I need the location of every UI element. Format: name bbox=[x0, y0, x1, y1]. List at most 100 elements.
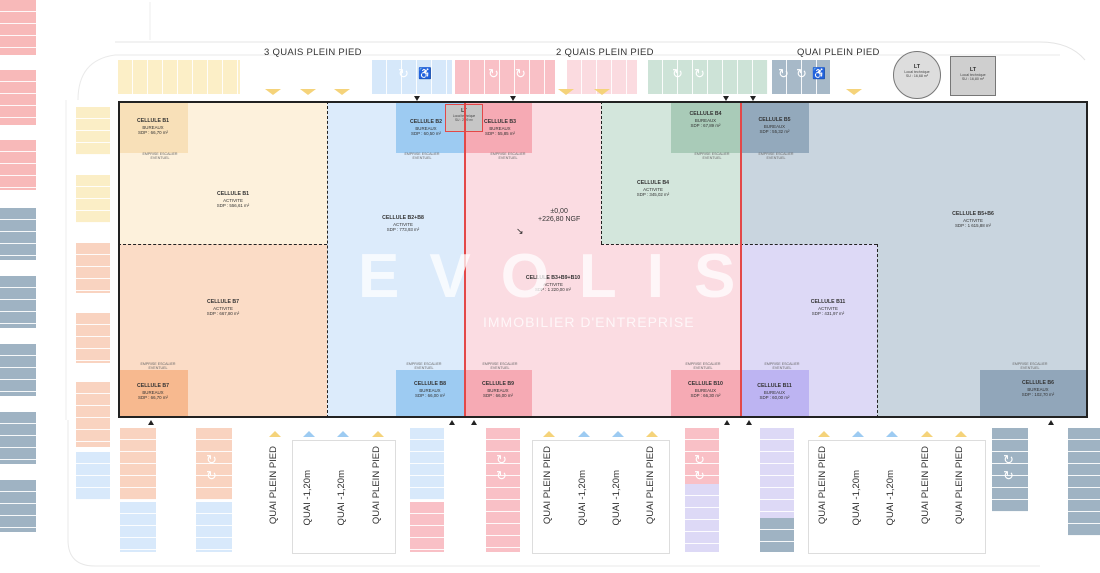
ev-charger-icon: ↻ bbox=[488, 66, 499, 81]
label-b4-activite: CELLULE B4 ACTIVITE SDP : 345,02 m² bbox=[636, 180, 670, 198]
label-b7-activite: CELLULE B7 ACTIVITE SDP : 667,80 m² bbox=[206, 299, 240, 317]
parking-bays-grey-4 bbox=[0, 412, 36, 464]
stair-note: EMPRISE ESCALIER EVENTUEL bbox=[490, 152, 526, 161]
label-b11-activite: CELLULE B11 ACTIVITE SDP : 431,97 m² bbox=[810, 299, 846, 317]
parking-bays-blue-1 bbox=[76, 452, 110, 500]
stair-note: EMPRISE ESCALIER EVENTUEL bbox=[694, 152, 730, 161]
dock-marker bbox=[337, 431, 349, 437]
accessible-parking-icon: ♿ bbox=[812, 68, 826, 80]
building-floorplan: LT Local technique SU : 2,09 m² CELLULE … bbox=[118, 101, 1088, 418]
parking-bays-pink-top bbox=[0, 0, 36, 55]
dock-marker bbox=[303, 431, 315, 437]
bottom-bays-peach bbox=[120, 428, 156, 500]
parking-bays-pink-2 bbox=[0, 70, 36, 125]
dock-label: QUAI PLEIN PIED bbox=[371, 446, 382, 525]
label-b7-bureaux: CELLULE B7 BUREAUX SDP : 66,70 m² bbox=[137, 383, 169, 401]
parking-bays-grey-2 bbox=[0, 276, 36, 328]
label-b11-bureaux: CELLULE B11 BUREAUX SDP : 60,00 m² bbox=[757, 383, 792, 401]
entry-arrow-icon bbox=[471, 420, 477, 425]
dock-marker bbox=[543, 431, 555, 437]
lt-technical-room-circle: LT Local technique SU : 16,68 m² bbox=[893, 51, 941, 99]
office-b9[interactable] bbox=[464, 370, 532, 418]
ev-charger-icon: ↻ bbox=[796, 66, 807, 81]
stair-note: EMPRISE ESCALIER EVENTUEL bbox=[1012, 362, 1048, 371]
dock-label: QUAI PLEIN PIED bbox=[817, 446, 828, 525]
ev-charger-icon: ↻ bbox=[496, 468, 507, 483]
office-b4[interactable] bbox=[671, 101, 740, 153]
dock-bay bbox=[292, 440, 396, 554]
partition-red bbox=[740, 101, 742, 418]
office-b11[interactable] bbox=[740, 370, 809, 418]
dock-marker bbox=[921, 431, 933, 437]
ev-charger-icon: ↻ bbox=[778, 66, 789, 81]
label-b5-bureaux: CELLULE B5 BUREAUX SDP : 55,32 m² bbox=[758, 117, 791, 135]
parking-bays-grey-1 bbox=[0, 208, 36, 260]
label-b4-bureaux: CELLULE B4 BUREAUX SDP : 67,89 m² bbox=[689, 111, 722, 129]
dock-marker bbox=[334, 89, 350, 95]
bottom-bays-pink-3 bbox=[685, 428, 719, 484]
dock-label: QUAI PLEIN PIED bbox=[645, 446, 656, 525]
partition-dashed bbox=[877, 244, 878, 418]
top-bays-blue bbox=[372, 60, 452, 94]
bottom-bays-peach-2 bbox=[196, 428, 232, 500]
bottom-bays-grey-3 bbox=[1068, 428, 1100, 536]
stair-note: EMPRISE ESCALIER EVENTUEL bbox=[685, 362, 721, 371]
label-b3-bureaux: CELLULE B3 BUREAUX SDP : 55,85 m² bbox=[484, 119, 516, 137]
ev-charger-icon: ↻ bbox=[398, 66, 409, 81]
parking-bays-peach-1 bbox=[76, 243, 110, 293]
cell-b2b8-activite-area[interactable] bbox=[327, 101, 464, 418]
bottom-bays-blue bbox=[410, 428, 444, 500]
dock-bay bbox=[808, 440, 986, 554]
label-b2b8-activite: CELLULE B2+B8 ACTIVITE SDP : 773,93 m² bbox=[382, 215, 424, 233]
dock-marker bbox=[269, 431, 281, 437]
label-b3b9b10-activite: CELLULE B3+B9+B10 ACTIVITE SDP : 1 220,00 … bbox=[525, 275, 581, 293]
office-b6[interactable] bbox=[980, 370, 1088, 418]
parking-bays-yellow-2 bbox=[76, 175, 110, 223]
ev-charger-icon: ↻ bbox=[672, 66, 683, 81]
entry-arrow-icon bbox=[449, 420, 455, 425]
quai-title-1: 3 QUAIS PLEIN PIED bbox=[264, 47, 362, 58]
watermark-brand: EVOLIS bbox=[358, 242, 766, 311]
ev-charger-icon: ↻ bbox=[1003, 452, 1014, 467]
stair-note: EMPRISE ESCALIER EVENTUEL bbox=[142, 152, 178, 161]
stair-note: EMPRISE ESCALIER EVENTUEL bbox=[764, 362, 800, 371]
bottom-bays-lightblue-2 bbox=[196, 502, 232, 552]
dock-marker bbox=[594, 89, 610, 95]
office-b7[interactable] bbox=[118, 370, 188, 418]
dock-marker bbox=[372, 431, 384, 437]
label-b9-bureaux: CELLULE B9 BUREAUX SDP : 66,00 m² bbox=[482, 381, 514, 399]
stair-note: EMPRISE ESCALIER EVENTUEL bbox=[140, 362, 176, 371]
office-b8[interactable] bbox=[396, 370, 464, 418]
office-b1[interactable] bbox=[118, 101, 188, 153]
entry-arrow-icon bbox=[724, 420, 730, 425]
dock-marker bbox=[646, 431, 658, 437]
quai-title-3: QUAI PLEIN PIED bbox=[797, 47, 880, 58]
parking-bays-yellow-1 bbox=[76, 107, 110, 155]
dock-label: QUAI PLEIN PIED bbox=[268, 446, 279, 525]
dock-marker bbox=[852, 431, 864, 437]
top-bays-grey bbox=[772, 60, 830, 94]
partition-dashed bbox=[601, 244, 877, 245]
ev-charger-icon: ↻ bbox=[694, 468, 705, 483]
dock-marker bbox=[886, 431, 898, 437]
entry-arrow-icon bbox=[746, 420, 752, 425]
dock-marker bbox=[612, 431, 624, 437]
partition-dashed bbox=[118, 244, 327, 245]
dock-label: QUAI -1,20m bbox=[851, 470, 862, 526]
dock-marker bbox=[846, 89, 862, 95]
dock-marker bbox=[818, 431, 830, 437]
dock-label: QUAI PLEIN PIED bbox=[542, 446, 553, 525]
bottom-bays-grey bbox=[760, 518, 794, 552]
office-b5[interactable] bbox=[740, 101, 809, 153]
quai-title-2: 2 QUAIS PLEIN PIED bbox=[556, 47, 654, 58]
stair-note: EMPRISE ESCALIER EVENTUEL bbox=[406, 362, 442, 371]
parking-bays-grey-5 bbox=[0, 480, 36, 532]
dock-marker bbox=[265, 89, 281, 95]
entry-arrow-icon bbox=[414, 96, 420, 101]
dock-label: QUAI -1,20m bbox=[302, 470, 313, 526]
office-b10[interactable] bbox=[671, 370, 740, 418]
bottom-bays-lavender bbox=[685, 484, 719, 552]
building-outer-wall bbox=[118, 101, 1088, 418]
dock-label: QUAI PLEIN PIED bbox=[920, 446, 931, 525]
